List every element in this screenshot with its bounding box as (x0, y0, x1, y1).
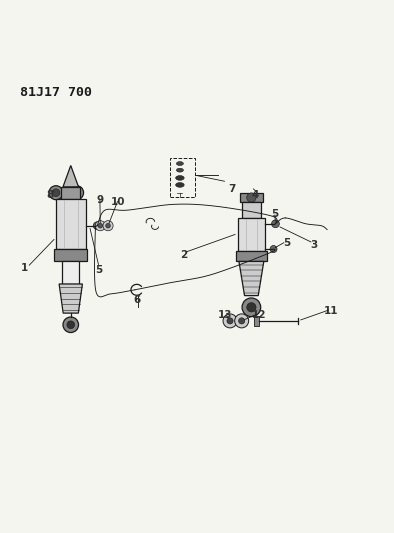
Polygon shape (240, 193, 263, 203)
Ellipse shape (176, 183, 184, 187)
Polygon shape (59, 284, 82, 313)
Text: 1: 1 (20, 263, 28, 273)
Ellipse shape (176, 175, 184, 180)
Polygon shape (255, 316, 259, 326)
Circle shape (238, 318, 245, 324)
Text: 7: 7 (228, 184, 236, 194)
Text: 10: 10 (111, 197, 126, 207)
Text: 11: 11 (324, 306, 338, 316)
Circle shape (247, 193, 256, 202)
Text: 3: 3 (310, 240, 317, 250)
Bar (170, 158, 195, 197)
Circle shape (235, 314, 249, 328)
Circle shape (223, 314, 237, 328)
Text: 8: 8 (46, 190, 54, 200)
Text: 12: 12 (252, 310, 266, 320)
Circle shape (106, 223, 110, 228)
Circle shape (70, 185, 84, 200)
Text: 5: 5 (283, 238, 290, 248)
Text: 5: 5 (271, 209, 278, 219)
Circle shape (49, 185, 63, 200)
Polygon shape (236, 251, 267, 262)
Circle shape (271, 220, 279, 228)
Circle shape (67, 321, 74, 329)
Circle shape (98, 223, 102, 228)
Polygon shape (62, 261, 79, 284)
Ellipse shape (177, 168, 183, 172)
Text: 13: 13 (218, 310, 232, 320)
Polygon shape (61, 187, 80, 198)
Circle shape (270, 246, 277, 253)
Circle shape (242, 298, 261, 317)
Circle shape (93, 222, 101, 230)
Circle shape (227, 318, 233, 324)
Polygon shape (54, 249, 87, 261)
Text: 2: 2 (180, 250, 187, 260)
Ellipse shape (177, 161, 183, 166)
Circle shape (52, 189, 60, 197)
Circle shape (247, 303, 256, 312)
Circle shape (63, 317, 78, 333)
Text: 4: 4 (252, 190, 259, 200)
Circle shape (103, 221, 113, 231)
Text: 9: 9 (96, 196, 104, 205)
Polygon shape (239, 262, 264, 296)
Circle shape (73, 189, 80, 197)
Text: 81J17 700: 81J17 700 (20, 86, 92, 99)
Circle shape (95, 221, 105, 231)
Polygon shape (56, 198, 85, 249)
Polygon shape (242, 203, 261, 218)
Text: 6: 6 (133, 295, 140, 304)
Polygon shape (238, 218, 265, 251)
Polygon shape (63, 166, 78, 187)
Text: 5: 5 (95, 265, 103, 276)
